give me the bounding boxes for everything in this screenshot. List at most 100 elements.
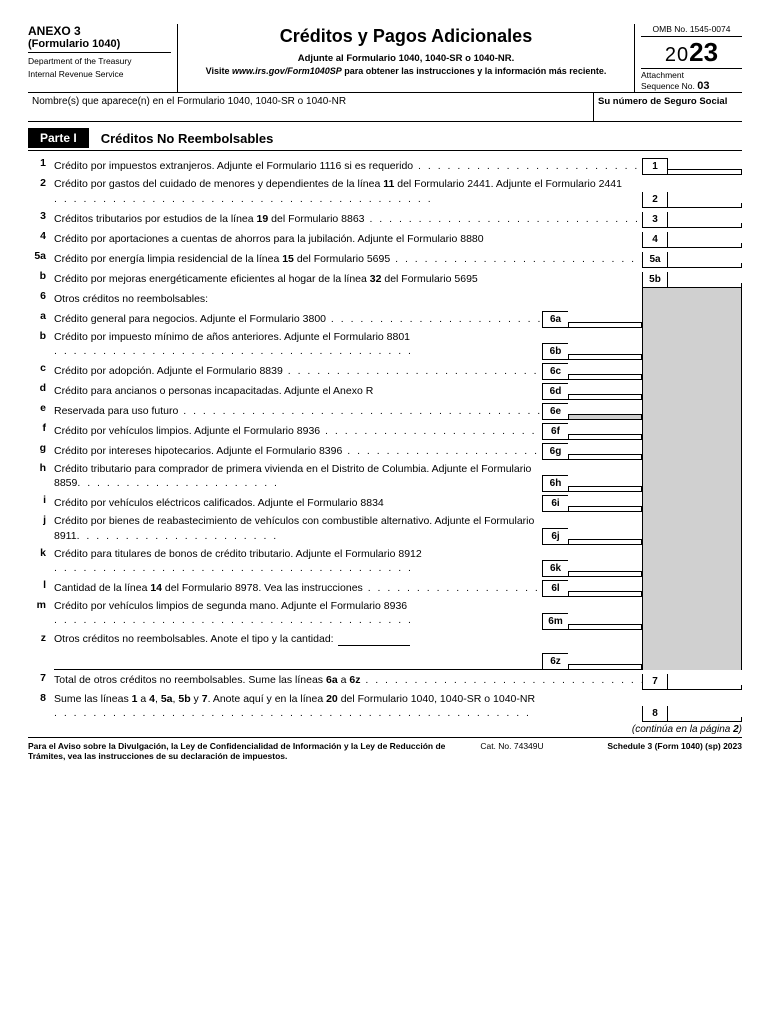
year-prefix: 20	[665, 44, 689, 66]
line-4-text: Crédito por aportaciones a cuentas de ah…	[54, 230, 642, 248]
line-5b: b Crédito por mejoras energéticamente ef…	[28, 268, 742, 288]
line-6l: l Cantidad de la línea 14 del Formulario…	[28, 577, 742, 597]
grey-block	[642, 577, 742, 597]
visit-prefix: Visite	[206, 66, 232, 76]
line-6g: g Crédito por intereses hipotecarios. Ad…	[28, 440, 742, 460]
line-6b-value[interactable]	[568, 354, 642, 360]
line-6l-num: l	[28, 577, 54, 591]
line-6j: j Crédito por bienes de reabastecimiento…	[28, 512, 742, 544]
grey-block	[642, 288, 742, 308]
line-6b-text: Crédito por impuesto mínimo de años ante…	[54, 328, 542, 360]
line-6f-value[interactable]	[568, 434, 642, 440]
form-header: ANEXO 3 (Formulario 1040) Department of …	[28, 24, 742, 93]
tax-year: 2023	[641, 37, 742, 69]
line-7: 7 Total de otros créditos no reembolsabl…	[28, 670, 742, 690]
line-6z-num: z	[28, 630, 54, 644]
line-1-box-label: 1	[642, 158, 668, 175]
line-3-text: Créditos tributarios por estudios de la …	[54, 210, 642, 228]
line-6j-box-label: 6j	[542, 528, 568, 545]
line-6d-value[interactable]	[568, 394, 642, 400]
grey-block	[642, 420, 742, 440]
line-2: 2 Crédito por gastos del cuidado de meno…	[28, 175, 742, 207]
line-6a-box-label: 6a	[542, 311, 568, 328]
ssn-field-label[interactable]: Su número de Seguro Social	[594, 93, 742, 121]
omb-number: OMB No. 1545-0074	[641, 24, 742, 37]
line-1: 1 Crédito por impuestos extranjeros. Adj…	[28, 155, 742, 175]
footer-catno: Cat. No. 74349U	[452, 741, 572, 761]
line-8-num: 8	[28, 690, 54, 704]
line-6c-num: c	[28, 360, 54, 374]
line-4-value[interactable]	[668, 243, 742, 248]
line-6d-num: d	[28, 380, 54, 394]
part-badge: Parte I	[28, 128, 89, 148]
line-6f-text: Crédito por vehículos limpios. Adjunte e…	[54, 422, 542, 440]
attachment-seq: Attachment Sequence No. 03	[641, 69, 742, 92]
line-6d-box-label: 6d	[542, 383, 568, 400]
line-6a-value[interactable]	[568, 322, 642, 328]
form-lines: 1 Crédito por impuestos extranjeros. Adj…	[28, 155, 742, 721]
line-6k-value[interactable]	[568, 571, 642, 577]
line-6f-box-label: 6f	[542, 423, 568, 440]
attach-label2: Sequence No.	[641, 81, 697, 91]
form-number: (Formulario 1040)	[28, 38, 171, 53]
line-6c-text: Crédito por adopción. Adjunte el Formula…	[54, 362, 542, 380]
dept-treasury: Department of the Treasury	[28, 57, 171, 66]
grey-block	[642, 328, 742, 360]
line-3-box-label: 3	[642, 212, 668, 228]
line-6c-value[interactable]	[568, 374, 642, 380]
line-6h-num: h	[28, 460, 54, 474]
line-6z: z Otros créditos no reembolsables. Anote…	[28, 630, 742, 650]
tax-form-page: ANEXO 3 (Formulario 1040) Department of …	[0, 0, 770, 785]
header-left: ANEXO 3 (Formulario 1040) Department of …	[28, 24, 178, 92]
grey-block	[642, 380, 742, 400]
line-6i: i Crédito por vehículos eléctricos calif…	[28, 492, 742, 512]
dept-irs: Internal Revenue Service	[28, 70, 171, 79]
line-8-value[interactable]	[668, 717, 742, 722]
line-6h: h Crédito tributario para comprador de p…	[28, 460, 742, 492]
line-8: 8 Sume las líneas 1 a 4, 5a, 5b y 7. Ano…	[28, 690, 742, 722]
line-6g-value[interactable]	[568, 454, 642, 460]
line-6h-box-label: 6h	[542, 475, 568, 492]
line-6k-text: Crédito para titulares de bonos de crédi…	[54, 545, 542, 577]
line-2-num: 2	[28, 175, 54, 189]
names-field-label[interactable]: Nombre(s) que aparece(n) en el Formulari…	[28, 93, 594, 121]
line-7-value[interactable]	[668, 685, 742, 690]
line-6z-type-input[interactable]	[338, 645, 410, 646]
name-ssn-row: Nombre(s) que aparece(n) en el Formulari…	[28, 93, 742, 122]
grey-block	[642, 460, 742, 492]
line-6f: f Crédito por vehículos limpios. Adjunte…	[28, 420, 742, 440]
form-title: Créditos y Pagos Adicionales	[184, 26, 628, 47]
line-6k: k Crédito para titulares de bonos de cré…	[28, 545, 742, 577]
line-6z-underline[interactable]	[54, 665, 542, 670]
line-5b-num: b	[28, 268, 54, 282]
continues-note: (continúa en la página 2)	[28, 724, 742, 735]
line-4-box-label: 4	[642, 232, 668, 248]
line-1-value[interactable]	[668, 169, 742, 175]
line-8-box-label: 8	[642, 706, 668, 722]
line-3-value[interactable]	[668, 223, 742, 228]
part-title: Créditos No Reembolsables	[101, 131, 274, 146]
line-2-value[interactable]	[668, 203, 742, 208]
line-6j-value[interactable]	[568, 539, 642, 545]
line-6e-box-label: 6e	[542, 403, 568, 420]
line-6z-box-label: 6z	[542, 653, 568, 670]
header-right: OMB No. 1545-0074 2023 Attachment Sequen…	[634, 24, 742, 92]
line-6d: d Crédito para ancianos o personas incap…	[28, 380, 742, 400]
grey-block	[642, 400, 742, 420]
line-6z-box: 6z	[28, 650, 742, 670]
line-6i-value[interactable]	[568, 506, 642, 512]
line-6m-box-label: 6m	[542, 613, 568, 630]
line-6i-box-label: 6i	[542, 495, 568, 512]
line-5a-value[interactable]	[668, 263, 742, 268]
line-7-text: Total de otros créditos no reembolsables…	[54, 671, 642, 689]
visit-suffix: para obtener las instrucciones y la info…	[342, 66, 607, 76]
line-3-num: 3	[28, 208, 54, 222]
grey-block	[642, 308, 742, 328]
line-6h-value[interactable]	[568, 486, 642, 492]
line-6b-box-label: 6b	[542, 343, 568, 360]
line-6b: b Crédito por impuesto mínimo de años an…	[28, 328, 742, 360]
line-6l-value[interactable]	[568, 591, 642, 597]
grey-block	[642, 512, 742, 544]
footer-schedule: Schedule 3 (Form 1040) (sp) 2023	[572, 741, 742, 761]
line-6z-value[interactable]	[568, 664, 642, 670]
